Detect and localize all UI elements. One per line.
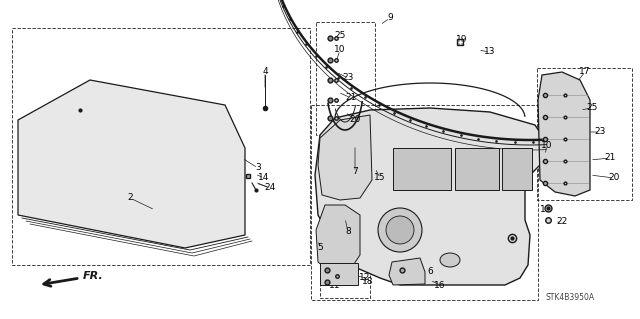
Text: 25: 25 [334, 31, 346, 40]
Text: 3: 3 [255, 164, 261, 173]
Text: 8: 8 [345, 227, 351, 236]
Text: 20: 20 [608, 174, 620, 182]
Text: 7: 7 [352, 167, 358, 176]
Text: 21: 21 [604, 153, 616, 162]
Text: 6: 6 [427, 268, 433, 277]
Text: 4: 4 [262, 68, 268, 77]
Ellipse shape [440, 253, 460, 267]
Text: 22: 22 [556, 218, 568, 226]
Text: 20: 20 [349, 115, 361, 124]
Polygon shape [316, 205, 360, 272]
Text: FR.: FR. [83, 271, 104, 281]
Text: 25: 25 [586, 103, 598, 113]
Polygon shape [18, 80, 245, 248]
Bar [502, 148, 532, 190]
Text: 23: 23 [342, 73, 354, 83]
Bar [537, 68, 632, 200]
Text: 9: 9 [387, 13, 393, 23]
Text: 21: 21 [346, 93, 356, 102]
Text: 12: 12 [359, 273, 371, 283]
Text: 19: 19 [456, 35, 468, 44]
Bar [455, 148, 499, 190]
Text: 13: 13 [484, 48, 496, 56]
Text: 23: 23 [595, 128, 605, 137]
Text: 10: 10 [334, 46, 346, 55]
Polygon shape [389, 258, 425, 285]
Text: 16: 16 [435, 280, 445, 290]
Polygon shape [538, 72, 590, 196]
Text: STK4B3950A: STK4B3950A [545, 293, 595, 302]
Text: 18: 18 [362, 278, 374, 286]
Text: 11: 11 [329, 280, 340, 290]
Bar [12, 28, 310, 265]
Text: 14: 14 [259, 174, 269, 182]
Text: 24: 24 [264, 183, 276, 192]
Bar [320, 260, 370, 298]
Circle shape [386, 216, 414, 244]
Bar [320, 263, 358, 285]
Bar [311, 105, 538, 300]
Bar [393, 148, 451, 190]
Circle shape [378, 208, 422, 252]
Polygon shape [315, 108, 545, 285]
Polygon shape [318, 115, 372, 200]
Text: 2: 2 [127, 194, 133, 203]
Text: 17: 17 [579, 68, 591, 77]
Text: 10: 10 [541, 140, 553, 150]
Text: 15: 15 [374, 174, 386, 182]
Text: 12: 12 [346, 265, 358, 275]
Bar [316, 22, 375, 135]
Text: 19: 19 [540, 205, 552, 214]
Text: 5: 5 [317, 243, 323, 253]
